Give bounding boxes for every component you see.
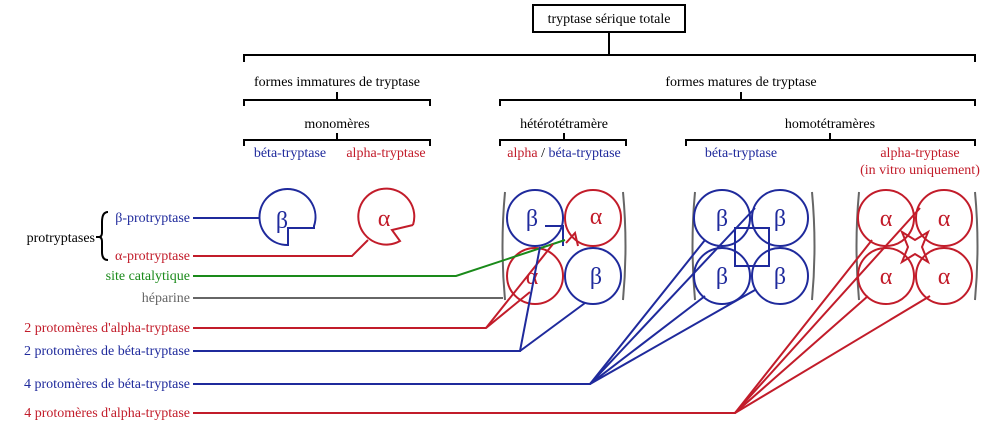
label-hetero: hétérotétramère (520, 117, 608, 132)
label-mature: formes matures de tryptase (665, 75, 816, 90)
bracket-homo (685, 133, 976, 146)
svg-text:β: β (716, 264, 728, 290)
homo-alpha-tetramer: α α α α (857, 189, 973, 305)
alpha-protryptase-monomer: α (357, 187, 417, 246)
legend-4-alpha: 4 protomères d'alpha-tryptase (24, 406, 190, 421)
mono-alpha-label: alpha-tryptase (346, 146, 425, 161)
legend-2-beta: 2 protomères de béta-tryptase (24, 344, 190, 359)
label-monomers: monomères (304, 117, 369, 132)
svg-text:β: β (590, 264, 602, 290)
legend-brace (96, 211, 109, 261)
svg-text:β: β (774, 206, 786, 232)
svg-text:α: α (378, 206, 391, 232)
svg-text:α: α (880, 206, 893, 232)
catalytic-site-marker (295, 227, 309, 241)
hetero-tetramer: β α α β (506, 189, 622, 305)
svg-text:β: β (716, 206, 728, 232)
svg-text:β: β (276, 208, 288, 234)
beta-protryptase-monomer: β (258, 188, 317, 247)
label-immature: formes immatures de tryptase (254, 75, 420, 90)
legend-2-alpha: 2 protomères d'alpha-tryptase (24, 321, 190, 336)
bracket-monomers (243, 133, 431, 146)
bracket-immature (243, 92, 431, 106)
leader-lines (193, 207, 931, 414)
homo-beta-tetramer: β β β β (693, 189, 809, 305)
homo-beta-label: béta-tryptase (705, 146, 777, 161)
mono-beta-label: béta-tryptase (254, 146, 326, 161)
heparin-brackets (501, 191, 979, 301)
svg-text:α: α (938, 264, 951, 290)
legend-beta-protryptase: β-protryptase (115, 211, 190, 226)
legend-heparin: héparine (142, 291, 190, 306)
legend-catalytic-site: site catalytique (106, 269, 190, 284)
bracket-total (243, 32, 976, 62)
catalytic-site-marker (403, 227, 417, 241)
svg-text:α: α (590, 204, 603, 230)
bracket-mature (499, 92, 976, 106)
homo-alpha-label: alpha-tryptase (880, 146, 959, 161)
svg-text:β: β (526, 206, 538, 232)
svg-text:α: α (880, 264, 893, 290)
bracket-hetero (499, 133, 627, 146)
legend-alpha-protryptase: α-protryptase (115, 249, 190, 264)
label-homo: homotétramères (785, 117, 875, 132)
legend-4-beta: 4 protomères de béta-tryptase (24, 377, 190, 392)
svg-text:α: α (938, 206, 951, 232)
svg-text:β: β (774, 264, 786, 290)
hetero-label: alpha / béta-tryptase (507, 146, 621, 161)
homo-alpha-note: (in vitro uniquement) (860, 163, 980, 178)
title: tryptase sérique totale (548, 12, 671, 27)
legend-protryptases: protryptases (27, 231, 95, 246)
